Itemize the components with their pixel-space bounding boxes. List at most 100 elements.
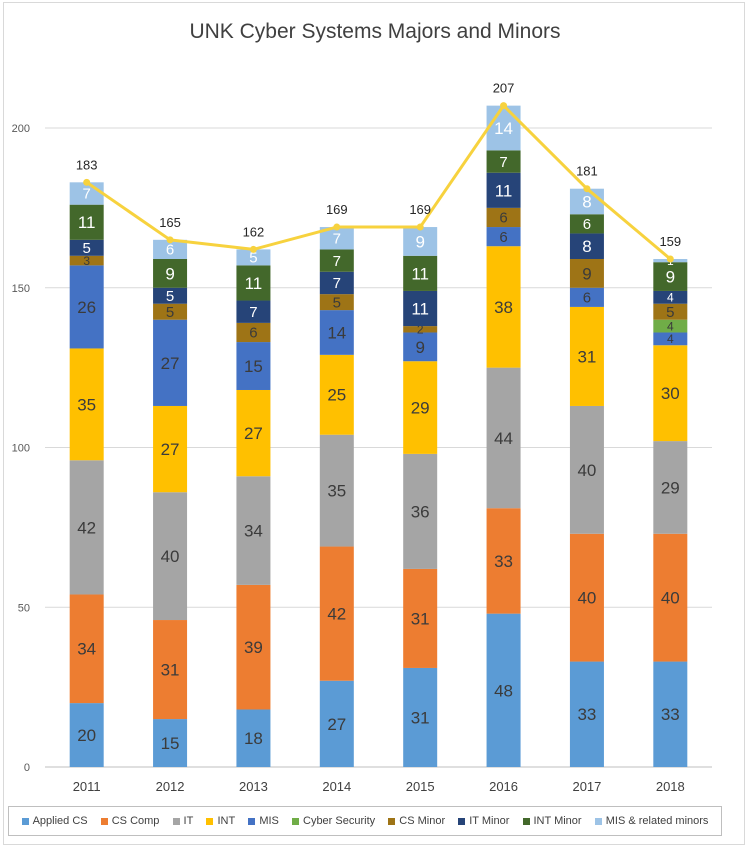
x-tick-label: 2011 — [73, 779, 101, 794]
legend-label: IT Minor — [469, 815, 510, 827]
bar-segment — [69, 460, 104, 595]
bar-data-label: 29 — [411, 399, 430, 418]
bar-segment — [236, 322, 271, 343]
bar-segment — [236, 342, 271, 390]
bar-data-label: 6 — [583, 290, 591, 307]
bar-data-label: 15 — [161, 734, 180, 753]
bar-data-label: 38 — [494, 298, 513, 317]
bar-segment — [69, 594, 104, 704]
bar-data-label: 8 — [582, 192, 591, 211]
bar-data-label: 31 — [161, 661, 180, 680]
bar-segment — [653, 303, 688, 320]
bar-data-label: 5 — [166, 304, 174, 321]
bar-segment — [486, 150, 521, 173]
bar-data-label: 5 — [83, 240, 91, 257]
legend-swatch — [292, 817, 299, 825]
bar-data-label: 36 — [411, 502, 430, 521]
legend-swatch — [21, 817, 29, 825]
total-label: 169 — [326, 202, 348, 217]
bar-data-label: 5 — [249, 250, 257, 267]
legend-item: Cyber Security — [292, 815, 375, 827]
bar-segment — [403, 667, 438, 767]
bar-data-label: 30 — [661, 384, 680, 403]
bar-data-label: 31 — [577, 347, 596, 366]
bar-data-label: 35 — [77, 395, 96, 414]
bar-data-label: 6 — [499, 210, 507, 227]
y-tick-label: 0 — [24, 762, 30, 774]
bar-data-label: 7 — [499, 154, 507, 171]
bar-data-label: 27 — [244, 424, 263, 443]
bar-data-label: 15 — [244, 357, 263, 376]
bar-data-label: 14 — [327, 323, 346, 342]
bar-data-label: 5 — [333, 294, 341, 311]
bar-data-label: 7 — [249, 304, 257, 321]
bar-segment — [486, 613, 521, 767]
bar-data-label: 6 — [249, 325, 257, 342]
bar-data-label: 48 — [494, 681, 513, 700]
bar-segment — [486, 105, 521, 151]
bar-data-label: 3 — [83, 254, 90, 268]
bar-segment — [486, 367, 521, 509]
bar-data-label: 4 — [667, 319, 674, 333]
bar-data-label: 7 — [333, 230, 341, 247]
bar-segment — [653, 345, 688, 442]
bar-segment — [236, 584, 271, 710]
bar-data-label: 33 — [494, 552, 513, 571]
bar-segment — [236, 476, 271, 585]
bar-segment — [319, 434, 354, 547]
x-tick-label: 2012 — [156, 779, 185, 794]
bar-data-label: 6 — [583, 216, 591, 233]
bar-segment — [486, 246, 521, 368]
bar-segment — [69, 703, 104, 767]
bar-data-label: 40 — [577, 461, 596, 480]
legend-swatch — [248, 817, 256, 825]
bar-data-label: 27 — [161, 354, 180, 373]
bar-segment — [69, 204, 104, 240]
bar-segment — [403, 326, 438, 333]
bar-segment — [403, 227, 438, 256]
chart-legend: Applied CS CS Comp IT INT MIS Cyber Security C… — [8, 806, 722, 836]
legend-swatch — [206, 817, 214, 825]
bar-data-label: 11 — [78, 213, 96, 232]
bar-data-label: 26 — [77, 298, 96, 317]
bar-segment — [486, 172, 521, 208]
bar-segment — [653, 290, 688, 304]
bar-segment — [486, 227, 521, 247]
bar-segment — [69, 255, 104, 266]
bar-data-label: 27 — [161, 440, 180, 459]
bar-segment — [653, 533, 688, 662]
bar-data-label: 40 — [577, 589, 596, 608]
chart-title: UNK Cyber Systems Majors and Minors — [189, 20, 561, 43]
total-point — [333, 223, 341, 231]
y-tick-label: 100 — [12, 443, 30, 455]
bar-data-label: 34 — [77, 640, 96, 659]
bar-segment — [569, 214, 604, 234]
bar-segment — [403, 290, 438, 327]
total-point — [249, 245, 257, 253]
bar-data-label: 34 — [244, 522, 263, 541]
bar-data-label: 4 — [667, 332, 674, 346]
bar-segment — [569, 233, 604, 259]
bar-data-label: 8 — [582, 237, 591, 256]
bar-data-label: 11 — [411, 264, 429, 283]
bar-data-label: 9 — [582, 264, 591, 283]
x-tick-label: 2013 — [239, 779, 268, 794]
bar-data-label: 39 — [244, 638, 263, 657]
bar-segment — [319, 249, 354, 272]
legend-item: IT — [172, 815, 193, 827]
bar-segment — [569, 258, 604, 288]
legend-swatch — [594, 817, 602, 825]
total-point — [666, 255, 674, 263]
legend-swatch — [522, 817, 530, 825]
bar-data-label: 25 — [327, 386, 346, 405]
bar-segment — [319, 354, 354, 435]
bar-segment — [236, 709, 271, 767]
bar-data-label: 7 — [83, 186, 91, 203]
y-tick-label: 200 — [12, 123, 30, 135]
bar-data-label: 33 — [577, 705, 596, 724]
bar-data-label: 2 — [417, 322, 424, 336]
bar-segment — [236, 300, 271, 323]
legend-swatch — [100, 817, 108, 825]
bar-segment — [569, 287, 604, 307]
